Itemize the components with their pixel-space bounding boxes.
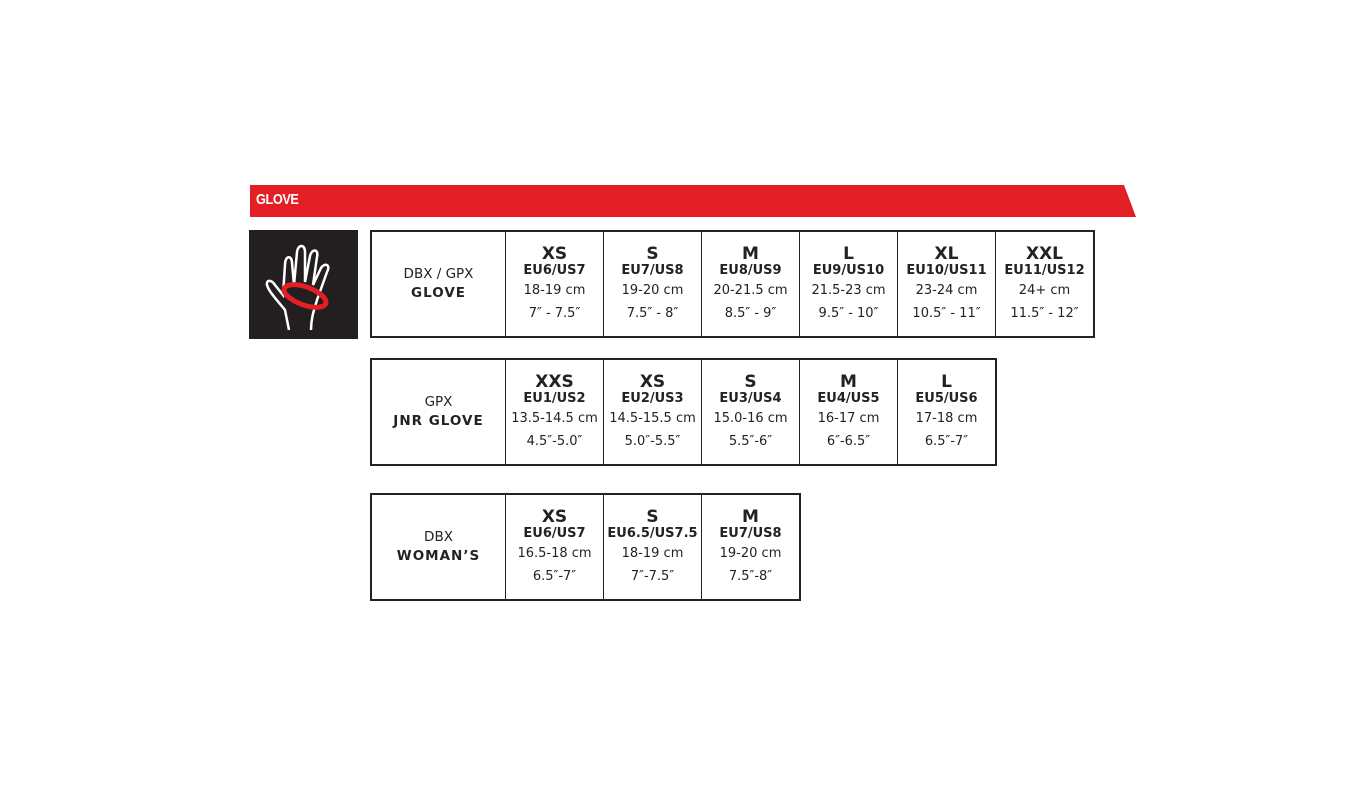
table-row: GPX JNR GLOVE XXS EU1/US2 13.5-14.5 cm 4.5″-5…	[370, 358, 997, 466]
cm-range: 24+ cm	[1018, 283, 1071, 298]
eu-us-size: EU6/US7	[523, 263, 586, 278]
inch-range: 4.5″-5.0″	[526, 434, 583, 449]
eu-us-size: EU6/US7	[523, 526, 586, 541]
size-label: XS	[639, 372, 666, 392]
size-label: M	[840, 372, 857, 392]
inch-range: 9.5″ - 10″	[818, 306, 879, 321]
size-cell: XS EU2/US3 14.5-15.5 cm 5.0″-5.5″	[603, 358, 702, 466]
inch-range: 6.5″-7″	[532, 569, 577, 584]
product-name: GLOVE	[411, 285, 466, 301]
inch-range: 5.5″-6″	[728, 434, 773, 449]
size-cell: S EU7/US8 19-20 cm 7.5″ - 8″	[603, 230, 702, 338]
inch-range: 6.5″-7″	[924, 434, 969, 449]
size-table-dbx-gpx-glove: DBX / GPX GLOVE XS EU6/US7 18-19 cm 7″ - 7.5″…	[370, 230, 1095, 338]
cm-range: 16.5-18 cm	[517, 546, 592, 561]
size-label: XL	[934, 244, 959, 264]
eu-us-size: EU7/US8	[719, 526, 782, 541]
size-table-gpx-jnr-glove: GPX JNR GLOVE XXS EU1/US2 13.5-14.5 cm 4.5″-5…	[370, 358, 997, 466]
cm-range: 19-20 cm	[719, 546, 782, 561]
product-label: GPX JNR GLOVE	[370, 358, 506, 466]
size-table-dbx-womans: DBX WOMAN’S XS EU6/US7 16.5-18 cm 6.5″-7″ S EU6…	[370, 493, 801, 601]
eu-us-size: EU6.5/US7.5	[607, 526, 698, 541]
cm-range: 21.5-23 cm	[811, 283, 886, 298]
size-label: XS	[541, 244, 568, 264]
size-label: L	[843, 244, 854, 264]
size-label: M	[742, 244, 759, 264]
cm-range: 13.5-14.5 cm	[511, 411, 598, 426]
size-cell: M EU8/US9 20-21.5 cm 8.5″ - 9″	[701, 230, 800, 338]
size-label: S	[646, 244, 659, 264]
size-cell: S EU6.5/US7.5 18-19 cm 7″-7.5″	[603, 493, 702, 601]
eu-us-size: EU3/US4	[719, 391, 782, 406]
inch-range: 7.5″ - 8″	[626, 306, 679, 321]
eu-us-size: EU9/US10	[812, 263, 885, 278]
size-cell: M EU4/US5 16-17 cm 6″-6.5″	[799, 358, 898, 466]
inch-range: 5.0″-5.5″	[624, 434, 681, 449]
cm-range: 15.0-16 cm	[713, 411, 788, 426]
size-label: M	[742, 507, 759, 527]
product-name: JNR GLOVE	[393, 413, 484, 429]
eu-us-size: EU7/US8	[621, 263, 684, 278]
inch-range: 7″-7.5″	[630, 569, 675, 584]
size-label: S	[744, 372, 757, 392]
product-line: GPX	[424, 394, 453, 410]
eu-us-size: EU2/US3	[621, 391, 684, 406]
cm-range: 16-17 cm	[817, 411, 880, 426]
eu-us-size: EU10/US11	[906, 263, 987, 278]
table-row: DBX / GPX GLOVE XS EU6/US7 18-19 cm 7″ - 7.5″…	[370, 230, 1095, 338]
product-label: DBX / GPX GLOVE	[370, 230, 506, 338]
inch-range: 6″-6.5″	[826, 434, 871, 449]
eu-us-size: EU8/US9	[719, 263, 782, 278]
size-cell: XS EU6/US7 18-19 cm 7″ - 7.5″	[505, 230, 604, 338]
cm-range: 17-18 cm	[915, 411, 978, 426]
table-row: DBX WOMAN’S XS EU6/US7 16.5-18 cm 6.5″-7″ S EU6…	[370, 493, 801, 601]
banner-title: GLOVE	[256, 191, 299, 208]
eu-us-size: EU11/US12	[1004, 263, 1085, 278]
size-cell: XXL EU11/US12 24+ cm 11.5″ - 12″	[995, 230, 1095, 338]
product-label: DBX WOMAN’S	[370, 493, 506, 601]
size-cell: XXS EU1/US2 13.5-14.5 cm 4.5″-5.0″	[505, 358, 604, 466]
size-cell: S EU3/US4 15.0-16 cm 5.5″-6″	[701, 358, 800, 466]
cm-range: 14.5-15.5 cm	[609, 411, 696, 426]
eu-us-size: EU1/US2	[523, 391, 586, 406]
size-cell: XL EU10/US11 23-24 cm 10.5″ - 11″	[897, 230, 996, 338]
cm-range: 18-19 cm	[523, 283, 586, 298]
size-cell: M EU7/US8 19-20 cm 7.5″-8″	[701, 493, 801, 601]
size-cell: L EU9/US10 21.5-23 cm 9.5″ - 10″	[799, 230, 898, 338]
size-cell: XS EU6/US7 16.5-18 cm 6.5″-7″	[505, 493, 604, 601]
inch-range: 11.5″ - 12″	[1010, 306, 1079, 321]
size-label: XXS	[535, 372, 574, 392]
size-cell: L EU5/US6 17-18 cm 6.5″-7″	[897, 358, 997, 466]
product-line: DBX	[424, 529, 453, 545]
cm-range: 23-24 cm	[915, 283, 978, 298]
cm-range: 19-20 cm	[621, 283, 684, 298]
glove-banner: GLOVE	[250, 185, 1136, 217]
product-line: DBX / GPX	[403, 266, 474, 282]
eu-us-size: EU5/US6	[915, 391, 978, 406]
inch-range: 7.5″-8″	[728, 569, 773, 584]
inch-range: 8.5″ - 9″	[724, 306, 777, 321]
inch-range: 10.5″ - 11″	[912, 306, 981, 321]
cm-range: 20-21.5 cm	[713, 283, 788, 298]
product-name: WOMAN’S	[396, 548, 481, 564]
size-label: L	[941, 372, 952, 392]
hand-measure-icon	[249, 230, 358, 339]
eu-us-size: EU4/US5	[817, 391, 880, 406]
size-label: S	[646, 507, 659, 527]
inch-range: 7″ - 7.5″	[528, 306, 581, 321]
cm-range: 18-19 cm	[621, 546, 684, 561]
size-label: XS	[541, 507, 568, 527]
size-label: XXL	[1025, 244, 1064, 264]
